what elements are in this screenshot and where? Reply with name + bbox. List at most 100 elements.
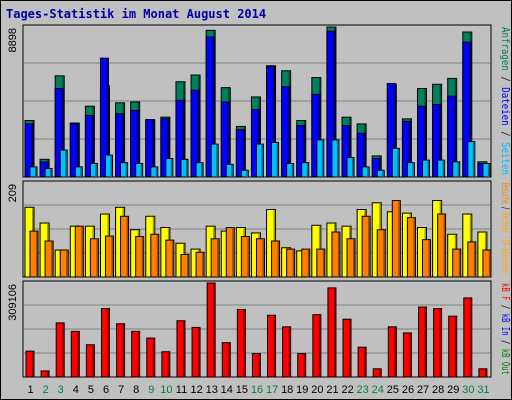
bar-dateien-8 bbox=[130, 109, 140, 178]
x-tick-label: 9 bbox=[148, 384, 154, 396]
bar-kbf-5-shadow bbox=[92, 345, 94, 377]
bar-kbf-16-shadow bbox=[258, 354, 260, 377]
x-tick-label: 12 bbox=[190, 384, 202, 396]
bar-seiten-24 bbox=[376, 169, 385, 178]
bar-dateien-14-shadow bbox=[227, 102, 229, 177]
bar-seiten-31 bbox=[482, 163, 491, 178]
bar-kbf-22-shadow bbox=[349, 320, 351, 377]
bar-besuche-17-shadow bbox=[277, 242, 280, 277]
bar-seiten-12-shadow bbox=[201, 163, 203, 177]
bar-besuche-29-shadow bbox=[458, 250, 461, 277]
bar-seiten-15-shadow bbox=[246, 171, 248, 177]
bar-kbf-5 bbox=[85, 344, 95, 378]
bar-seiten-2 bbox=[44, 168, 53, 178]
bar-dateien-17 bbox=[266, 66, 276, 178]
legend-entry: Rechner (IP-Adressen) bbox=[499, 213, 512, 275]
bar-dateien-6-shadow bbox=[106, 59, 108, 177]
bar-kbf-25-shadow bbox=[394, 327, 396, 377]
bar-kbf-30-shadow bbox=[469, 298, 472, 377]
bar-dateien-21 bbox=[326, 30, 336, 178]
bar-seiten-13-shadow bbox=[216, 145, 218, 177]
bar-kbf-13 bbox=[206, 282, 216, 378]
x-tick-label: 1 bbox=[27, 384, 33, 396]
bar-dateien-3 bbox=[54, 87, 64, 178]
bar-seiten-20-shadow bbox=[321, 140, 324, 177]
bar-dateien-13-shadow bbox=[212, 38, 214, 177]
bar-seiten-1 bbox=[29, 166, 38, 178]
bar-besuche-13-shadow bbox=[217, 239, 219, 277]
x-tick-label: 2 bbox=[43, 384, 49, 396]
bar-besuche-3-shadow bbox=[66, 251, 68, 277]
bar-besuche-20-shadow bbox=[322, 250, 325, 277]
bar-kbf-24 bbox=[372, 368, 382, 378]
bar-besuche-22-shadow bbox=[353, 239, 355, 277]
bar-dateien-11 bbox=[175, 99, 185, 178]
bar-kbf-17 bbox=[267, 314, 277, 378]
bar-kbf-9 bbox=[146, 337, 156, 378]
bar-besuche-10-shadow bbox=[171, 241, 174, 277]
x-tick-label: 10 bbox=[160, 384, 172, 396]
bar-seiten-5-shadow bbox=[95, 164, 97, 177]
bar-dateien-12-shadow bbox=[197, 91, 199, 177]
bar-kbf-29 bbox=[448, 315, 458, 378]
bar-kbf-8-shadow bbox=[137, 332, 140, 377]
bar-seiten-4-shadow bbox=[80, 167, 82, 177]
bar-kbf-27-shadow bbox=[424, 308, 427, 377]
bar-besuche-24-shadow bbox=[383, 230, 385, 277]
bar-kbf-18-shadow bbox=[288, 327, 291, 377]
bar-dateien-4 bbox=[69, 123, 79, 178]
bar-dateien-6 bbox=[99, 57, 109, 178]
bar-dateien-29 bbox=[447, 95, 457, 178]
legend-entry: / bbox=[499, 126, 512, 142]
bar-seiten-13 bbox=[210, 143, 219, 178]
bar-dateien-24 bbox=[371, 157, 381, 178]
bar-seiten-2-shadow bbox=[50, 169, 52, 177]
legend-top: Anfragen / Dateien / Seiten bbox=[499, 27, 512, 175]
bar-kbf-15 bbox=[236, 308, 246, 378]
bar-kbf-28 bbox=[433, 308, 443, 378]
bar-kbf-20-shadow bbox=[318, 315, 321, 377]
bar-seiten-30-shadow bbox=[472, 142, 475, 177]
bar-besuche-27-shadow bbox=[428, 240, 431, 277]
bar-kbf-3 bbox=[55, 322, 65, 378]
x-tick-label: 16 bbox=[251, 384, 263, 396]
bar-besuche-16 bbox=[255, 238, 265, 278]
bar-kbf-3-shadow bbox=[62, 323, 64, 377]
ymax-label-visits: 209 bbox=[7, 184, 19, 202]
bar-kbf-6-shadow bbox=[107, 309, 109, 377]
bar-dateien-3-shadow bbox=[61, 89, 63, 177]
bar-besuche-6-shadow bbox=[111, 237, 113, 277]
bar-seiten-3 bbox=[59, 149, 68, 178]
x-tick-label: 24 bbox=[372, 384, 384, 396]
bar-dateien-26-shadow bbox=[408, 122, 410, 177]
bar-dateien-23 bbox=[356, 132, 366, 178]
bar-besuche-20 bbox=[316, 248, 326, 278]
bar-besuche-12-shadow bbox=[202, 253, 204, 277]
bar-besuche-3 bbox=[59, 249, 69, 278]
bar-seiten-8 bbox=[135, 163, 144, 178]
bar-kbf-27 bbox=[418, 306, 428, 378]
bar-dateien-21-shadow bbox=[332, 32, 335, 178]
ymax-label-hits: 8898 bbox=[7, 28, 19, 52]
bar-kbf-31-shadow bbox=[484, 369, 487, 377]
bar-besuche-31 bbox=[482, 249, 492, 278]
legend-entry: / bbox=[499, 301, 512, 314]
legend-entry: Seiten bbox=[499, 142, 512, 175]
bar-besuche-29 bbox=[452, 248, 462, 278]
x-tick-label: 29 bbox=[447, 384, 459, 396]
bar-besuche-17 bbox=[271, 240, 281, 278]
bar-kbf-2-shadow bbox=[47, 371, 49, 377]
bar-besuche-1 bbox=[29, 230, 39, 278]
bar-besuche-8 bbox=[135, 236, 145, 278]
bar-seiten-11-shadow bbox=[185, 160, 188, 177]
bar-kbf-19-shadow bbox=[303, 354, 306, 377]
bar-seiten-12 bbox=[195, 162, 204, 178]
bar-besuche-19 bbox=[301, 248, 311, 278]
bar-besuche-12 bbox=[195, 251, 205, 278]
bar-dateien-23-shadow bbox=[363, 134, 365, 177]
bar-kbf-1-shadow bbox=[32, 352, 34, 377]
bar-besuche-28-shadow bbox=[443, 215, 446, 277]
bar-besuche-7 bbox=[120, 215, 130, 278]
bar-dateien-15 bbox=[235, 129, 245, 178]
bar-kbf-20 bbox=[312, 314, 322, 378]
